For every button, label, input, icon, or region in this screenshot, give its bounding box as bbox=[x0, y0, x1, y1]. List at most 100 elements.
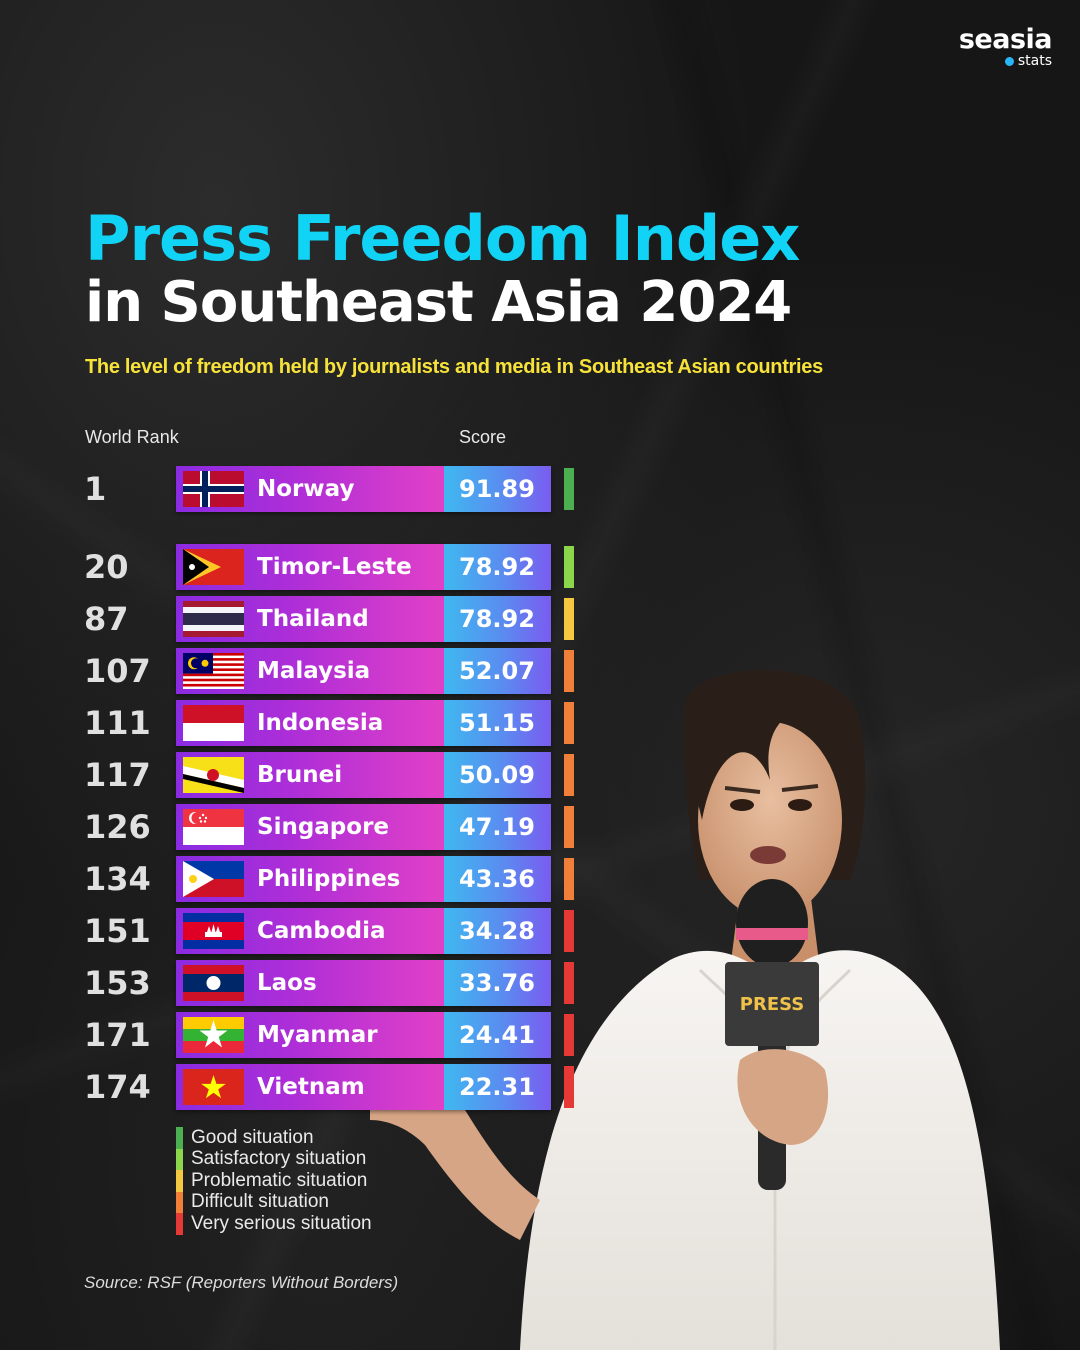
country-name: Laos bbox=[257, 970, 317, 996]
world-rank: 20 bbox=[84, 548, 129, 586]
legend-item-difficult: Difficult situation bbox=[176, 1191, 372, 1213]
status-indicator-very-serious bbox=[564, 962, 574, 1004]
score-value: 78.92 bbox=[459, 605, 535, 633]
legend-swatch-very-serious bbox=[176, 1213, 183, 1235]
flag-icon-laos bbox=[183, 965, 244, 1001]
status-indicator-difficult bbox=[564, 754, 574, 796]
legend-swatch-problematic bbox=[176, 1170, 183, 1192]
world-rank: 171 bbox=[84, 1016, 151, 1054]
score-cell: 43.36 bbox=[444, 856, 551, 902]
country-name: Myanmar bbox=[257, 1022, 378, 1048]
score-value: 78.92 bbox=[459, 553, 535, 581]
score-cell: 78.92 bbox=[444, 596, 551, 642]
column-header-score: Score bbox=[459, 427, 507, 447]
country-name: Thailand bbox=[257, 606, 369, 632]
world-rank: 1 bbox=[84, 470, 107, 508]
page-subtitle: The level of freedom held by journalists… bbox=[85, 356, 823, 378]
status-indicator-very-serious bbox=[564, 910, 574, 952]
flag-icon-thailand bbox=[183, 601, 244, 637]
score-value: 52.07 bbox=[459, 657, 535, 685]
status-indicator-difficult bbox=[564, 702, 574, 744]
country-bar: Thailand 78.92 bbox=[176, 596, 551, 642]
country-name: Philippines bbox=[257, 866, 401, 892]
country-name: Norway bbox=[257, 476, 355, 502]
world-rank: 111 bbox=[84, 704, 151, 742]
score-cell: 33.76 bbox=[444, 960, 551, 1006]
flag-icon-cambodia bbox=[183, 913, 244, 949]
score-cell: 52.07 bbox=[444, 648, 551, 694]
status-indicator-problematic bbox=[564, 598, 574, 640]
brand-dot-icon bbox=[1004, 56, 1014, 66]
table-row: 171 Myanmar 24.41 bbox=[0, 1012, 600, 1058]
country-bar: Brunei 50.09 bbox=[176, 752, 551, 798]
flag-icon-vietnam bbox=[183, 1069, 244, 1105]
legend-item-very-serious: Very serious situation bbox=[176, 1213, 372, 1235]
country-bar: Indonesia 51.15 bbox=[176, 700, 551, 746]
country-bar: Myanmar 24.41 bbox=[176, 1012, 551, 1058]
country-bar: Singapore 47.19 bbox=[176, 804, 551, 850]
country-bar: Timor-Leste 78.92 bbox=[176, 544, 551, 590]
legend-label: Problematic situation bbox=[191, 1169, 368, 1191]
country-bar: Philippines 43.36 bbox=[176, 856, 551, 902]
country-bar: Laos 33.76 bbox=[176, 960, 551, 1006]
legend-item-good: Good situation bbox=[176, 1127, 372, 1149]
world-rank: 134 bbox=[84, 860, 151, 898]
table-row: 20 Timor-Leste 78.92 bbox=[0, 544, 600, 590]
world-rank: 126 bbox=[84, 808, 151, 846]
brand-name: seasia bbox=[958, 24, 1053, 55]
world-rank: 174 bbox=[84, 1068, 151, 1106]
page-title: Press Freedom Index bbox=[85, 202, 800, 275]
table-row: 134 Philippines 43.36 bbox=[0, 856, 600, 902]
country-bar: Norway 91.89 bbox=[176, 466, 551, 512]
score-value: 51.15 bbox=[459, 709, 535, 737]
status-indicator-very-serious bbox=[564, 1066, 574, 1108]
country-name: Vietnam bbox=[257, 1074, 365, 1100]
table-row: 107 Malaysia 52.07 bbox=[0, 648, 600, 694]
table-row: 1 Norway 91.89 bbox=[0, 466, 600, 512]
status-indicator-difficult bbox=[564, 806, 574, 848]
flag-icon-malaysia bbox=[183, 653, 244, 689]
legend-swatch-difficult bbox=[176, 1191, 183, 1213]
status-indicator-good bbox=[564, 468, 574, 510]
world-rank: 117 bbox=[84, 756, 151, 794]
flag-icon-indonesia bbox=[183, 705, 244, 741]
legend-label: Difficult situation bbox=[191, 1191, 329, 1213]
brand-logo: seasia stats bbox=[958, 24, 1053, 69]
score-cell: 47.19 bbox=[444, 804, 551, 850]
flag-icon-timor-leste bbox=[183, 549, 244, 585]
score-cell: 91.89 bbox=[444, 466, 551, 512]
world-rank: 151 bbox=[84, 912, 151, 950]
score-value: 47.19 bbox=[459, 813, 535, 841]
flag-icon-brunei bbox=[183, 757, 244, 793]
country-bar: Vietnam 22.31 bbox=[176, 1064, 551, 1110]
score-cell: 22.31 bbox=[444, 1064, 551, 1110]
country-name: Brunei bbox=[257, 762, 343, 788]
legend: Good situation Satisfactory situation Pr… bbox=[176, 1127, 372, 1235]
score-cell: 50.09 bbox=[444, 752, 551, 798]
flag-icon-norway bbox=[183, 471, 244, 507]
table-row: 111 Indonesia 51.15 bbox=[0, 700, 600, 746]
table-row: 174 Vietnam 22.31 bbox=[0, 1064, 600, 1110]
flag-icon-myanmar bbox=[183, 1017, 244, 1053]
score-value: 91.89 bbox=[459, 475, 535, 503]
score-value: 50.09 bbox=[459, 761, 535, 789]
country-name: Singapore bbox=[257, 814, 390, 840]
microphone-press-label: PRESS bbox=[740, 994, 804, 1015]
legend-item-problematic: Problematic situation bbox=[176, 1170, 372, 1192]
country-name: Timor-Leste bbox=[257, 554, 412, 580]
reporter-photo: PRESS bbox=[370, 670, 1000, 1350]
brand-sub: stats bbox=[959, 54, 1052, 68]
score-cell: 51.15 bbox=[444, 700, 551, 746]
status-indicator-very-serious bbox=[564, 1014, 574, 1056]
score-cell: 78.92 bbox=[444, 544, 551, 590]
score-value: 33.76 bbox=[459, 969, 535, 997]
legend-label: Satisfactory situation bbox=[191, 1148, 367, 1170]
score-value: 34.28 bbox=[459, 917, 535, 945]
score-cell: 24.41 bbox=[444, 1012, 551, 1058]
table-row: 117 Brunei 50.09 bbox=[0, 752, 600, 798]
column-header-rank: World Rank bbox=[85, 427, 179, 447]
brand-sub-label: stats bbox=[1017, 53, 1052, 69]
legend-label: Very serious situation bbox=[191, 1212, 372, 1234]
score-value: 43.36 bbox=[459, 865, 535, 893]
legend-swatch-satisfactory bbox=[176, 1148, 183, 1170]
